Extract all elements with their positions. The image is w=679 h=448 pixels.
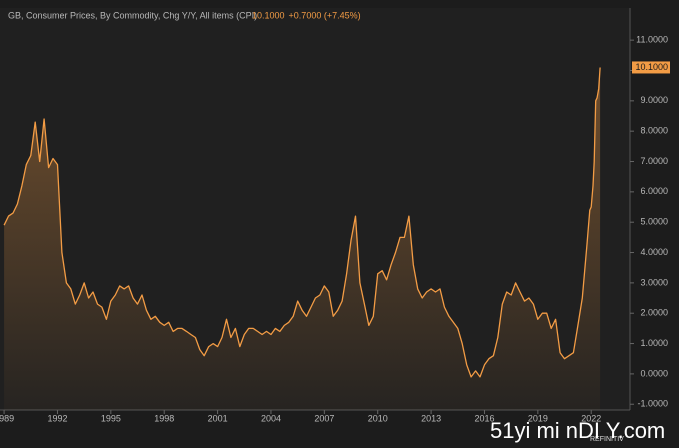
- y-tick-label: 7.0000: [640, 156, 668, 166]
- y-tick-label: 0.0000: [640, 368, 668, 378]
- y-tick-label: -1.0000: [637, 399, 668, 409]
- x-tick-label: 2004: [261, 413, 281, 423]
- x-tick-label: 2001: [208, 413, 228, 423]
- chart-title: GB, Consumer Prices, By Commodity, Chg Y…: [8, 10, 257, 20]
- x-tick-label: 2019: [528, 413, 548, 423]
- last-value-box: [632, 61, 670, 74]
- source: REFINITIV: [590, 436, 624, 443]
- watermark: 51yi mi nDI Y.com: [490, 418, 665, 443]
- last-value: 10.1000: [252, 10, 285, 20]
- plot: -1.0000 0.0000 1.0000 2.0000 3.0000 4.0000 5.0…: [0, 35, 670, 423]
- y-tick-label: 6.0000: [640, 186, 668, 196]
- y-tick-label: 5.0000: [640, 217, 668, 227]
- x-tick-label: 1992: [47, 413, 67, 423]
- area: [4, 67, 601, 410]
- x-tick-label: 1989: [0, 413, 14, 423]
- change: +0.7000 (+7.45%): [289, 10, 361, 20]
- x-tick-label: 1995: [101, 413, 121, 423]
- y-tick-label: 3.0000: [640, 277, 668, 287]
- last-value-label: 10.1000: [635, 62, 668, 72]
- x-tick-label: 1998: [154, 413, 174, 423]
- y-tick-label: 4.0000: [640, 247, 668, 257]
- x-tick-label: 2010: [368, 413, 388, 423]
- y-tick-label: 9.0000: [640, 95, 668, 105]
- x-tick-label: 2013: [421, 413, 441, 423]
- y-tick-label: 1.0000: [640, 338, 668, 348]
- line: [3, 67, 601, 378]
- y-tick-label: 2.0000: [640, 308, 668, 318]
- x-tick-label: 2016: [474, 413, 494, 423]
- x-tick-label: 2022: [581, 413, 601, 423]
- y-tick-label: 8.0000: [640, 126, 668, 136]
- x-tick-label: 2007: [314, 413, 334, 423]
- y-tick-label: 11.0000: [636, 35, 668, 45]
